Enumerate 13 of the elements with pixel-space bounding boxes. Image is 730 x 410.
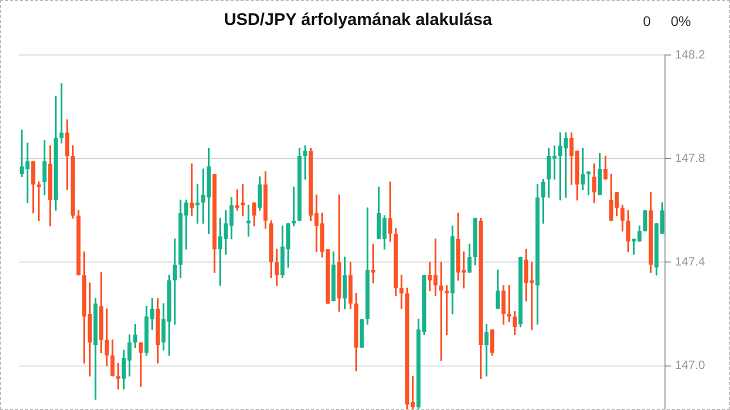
text: 0%: [670, 13, 691, 29]
candlestick: [484, 324, 489, 376]
y-tick-label: 148.2: [675, 47, 706, 62]
chart-title: USD/JPY árfolyamának alakulása: [224, 10, 492, 29]
candlestick: [246, 204, 251, 237]
y-tick-label: 147.0: [675, 358, 706, 372]
y-tick-label: 147.8: [675, 150, 706, 165]
candlestick: [195, 184, 200, 224]
text: 0: [642, 13, 651, 29]
candlestick: [399, 274, 404, 310]
y-tick-label: 147.4: [675, 254, 706, 268]
candlestick: [586, 171, 591, 196]
candlestick: [59, 83, 64, 144]
